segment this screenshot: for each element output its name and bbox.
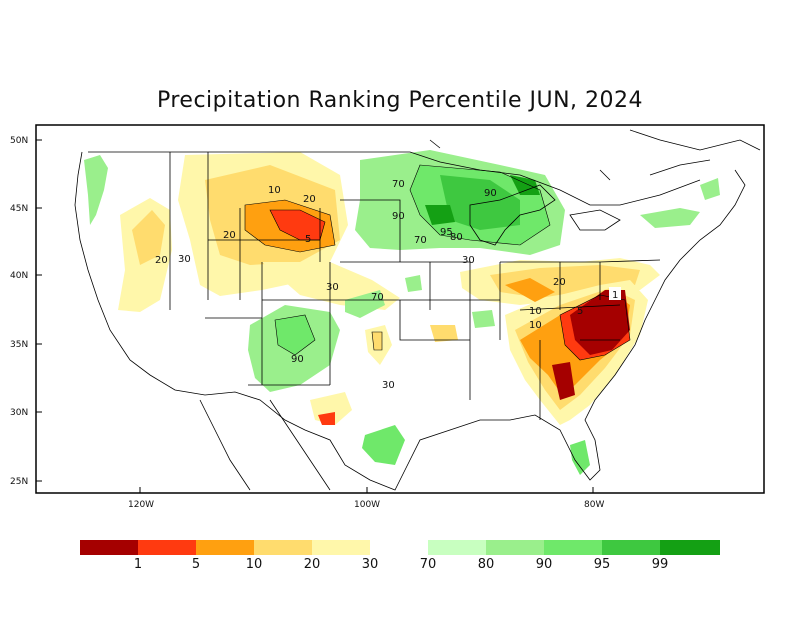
legend-swatch-dry-5 xyxy=(312,540,370,555)
contour-label: 10 xyxy=(529,306,542,317)
legend-swatch-wet-2 xyxy=(486,540,544,555)
canada-features xyxy=(429,129,761,181)
dry-area-southeast-1 xyxy=(570,290,630,355)
wet-area-maine xyxy=(700,178,720,200)
contour-label: 30 xyxy=(178,254,191,265)
lon-tick-label: 80W xyxy=(584,500,604,510)
contour-label: 90 xyxy=(484,188,497,199)
legend-swatch-dry-3 xyxy=(196,540,254,555)
state-lines-west xyxy=(169,152,340,386)
wet-area-new-england xyxy=(640,208,700,228)
lat-tick-label: 25N xyxy=(10,477,28,487)
legend-swatch-wet-1 xyxy=(428,540,486,555)
canada-border xyxy=(88,151,701,206)
dry-area-idaho-orange xyxy=(132,210,165,265)
contour-label: 20 xyxy=(303,194,316,205)
state-lines-central xyxy=(340,199,501,400)
state-lines-east xyxy=(500,259,661,420)
legend-swatch-wet-3 xyxy=(544,540,602,555)
wet-area-pacific-nw xyxy=(84,155,108,225)
contour-label: 30 xyxy=(326,282,339,293)
contour-label: 10 xyxy=(268,185,281,196)
wet-area-southwest-inner xyxy=(275,315,315,355)
legend-swatch-wet-5 xyxy=(660,540,720,555)
legend-label: 90 xyxy=(535,557,553,572)
legend-label: 5 xyxy=(191,557,201,572)
lat-tick-label: 45N xyxy=(10,204,28,214)
contour-label: 20 xyxy=(155,255,168,266)
lon-tick-label: 120W xyxy=(128,500,154,510)
label-box xyxy=(609,287,621,300)
legend-label: 10 xyxy=(245,557,263,572)
legend-label: 95 xyxy=(593,557,611,572)
legend-label: 99 xyxy=(651,557,669,572)
legend-swatch-wet-4 xyxy=(602,540,660,555)
contour-label: 70 xyxy=(414,235,427,246)
wet-area-upper-midwest-99 xyxy=(425,205,455,225)
contour-lines xyxy=(244,164,631,361)
legend-label: 20 xyxy=(303,557,321,572)
legend-swatch-dry-1 xyxy=(80,540,138,555)
wet-area-iowa-small xyxy=(405,275,422,292)
lat-tick-label: 35N xyxy=(10,340,28,350)
dry-area-arkansas xyxy=(430,325,458,342)
legend-label: 30 xyxy=(361,557,379,572)
contour-label: 95 xyxy=(440,227,453,238)
dry-area-west-texas-5 xyxy=(318,412,335,425)
contour-label: 90 xyxy=(291,354,304,365)
wet-area-texas xyxy=(362,425,405,465)
lon-tick-label: 100W xyxy=(354,500,380,510)
legend-swatch-dry-2 xyxy=(138,540,196,555)
dry-area-oklahoma-inner xyxy=(372,332,382,350)
legend-swatch-dry-4 xyxy=(254,540,312,555)
lat-tick-label: 50N xyxy=(10,136,28,146)
contour-label: 80 xyxy=(450,232,463,243)
boundaries xyxy=(74,129,761,491)
dry-area-ohio-valley-10 xyxy=(505,278,555,302)
dry-area-wyoming-5 xyxy=(270,210,325,240)
contour-label: 90 xyxy=(392,211,405,222)
contour-label: 30 xyxy=(382,380,395,391)
wet-area-kansas xyxy=(345,290,385,318)
contour-label: 20 xyxy=(223,230,236,241)
contour-label: 5 xyxy=(305,234,311,245)
contour-label: 5 xyxy=(577,306,583,317)
contour-label: 30 xyxy=(462,255,475,266)
wet-area-florida xyxy=(570,440,590,475)
wet-area-upper-midwest-95 xyxy=(440,175,520,230)
legend-label: 80 xyxy=(477,557,495,572)
mexico-coast xyxy=(199,399,331,491)
contour-label: 10 xyxy=(529,320,542,331)
legend-label: 70 xyxy=(419,557,437,572)
longitude-axis: 120W 100W 80W xyxy=(128,487,604,510)
latitude-axis: 50N 45N 40N 35N 30N 25N xyxy=(10,136,42,487)
great-lakes xyxy=(469,184,621,246)
contour-labels: 70 90 90 95 70 80 10 20 5 20 20 30 30 70… xyxy=(155,179,621,391)
map-title: Precipitation Ranking Percentile JUN, 20… xyxy=(156,88,644,113)
contour-label: 70 xyxy=(392,179,405,190)
lat-tick-label: 40N xyxy=(10,271,28,281)
dry-area-georgia-1 xyxy=(552,362,575,400)
lat-tick-label: 30N xyxy=(10,408,28,418)
contour-label: 1 xyxy=(612,290,618,301)
us-outline xyxy=(74,151,746,491)
legend-label: 1 xyxy=(133,557,143,572)
wet-area-missouri xyxy=(472,310,495,328)
contour-label: 70 xyxy=(371,292,384,303)
contour-label: 20 xyxy=(553,277,566,288)
